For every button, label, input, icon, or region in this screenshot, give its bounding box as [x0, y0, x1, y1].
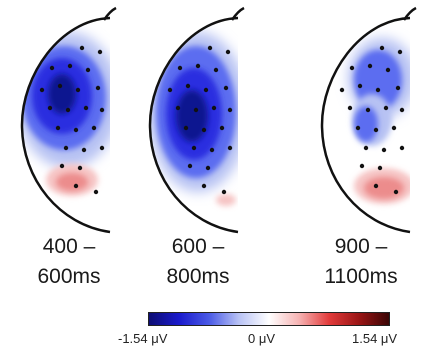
- topomap-3-head-outline: [320, 16, 411, 234]
- topomap-1-potential-field: [22, 32, 110, 196]
- topomap-2-electrodes: [167, 45, 233, 195]
- topomap-3: [320, 6, 417, 234]
- time-window-label-2: 600 – 800ms: [143, 232, 253, 292]
- topomap-2-head-outline: [148, 16, 239, 234]
- topomap-3-electrodes: [339, 45, 405, 195]
- time-window-2-end: 800ms: [166, 265, 230, 288]
- topomap-1-head-outline: [20, 16, 111, 234]
- topomap-3-potential-field: [348, 38, 410, 204]
- time-window-1-start: 400 –: [42, 235, 96, 258]
- colorbar-max-label: 1.54 μV: [352, 331, 398, 346]
- topomap-1: [20, 6, 117, 234]
- topomap-3-nose: [402, 6, 417, 21]
- topomap-2: [148, 6, 245, 234]
- time-window-1-end: 600ms: [37, 265, 101, 288]
- time-window-2-start: 600 –: [171, 235, 225, 258]
- time-window-3-start: 900 –: [334, 235, 388, 258]
- time-window-3-end: 1100ms: [324, 265, 398, 288]
- topomap-1-nose: [102, 6, 117, 21]
- colorbar-min-label: -1.54 μV: [118, 331, 168, 346]
- time-window-label-3: 900 – 1100ms: [306, 232, 416, 292]
- time-window-label-1: 400 – 600ms: [14, 232, 124, 292]
- topographic-maps: [20, 6, 417, 234]
- colorbar: [148, 312, 390, 326]
- topomap-1-electrodes: [39, 45, 105, 195]
- colorbar-mid-label: 0 μV: [248, 331, 276, 346]
- topomap-2-nose: [230, 6, 245, 21]
